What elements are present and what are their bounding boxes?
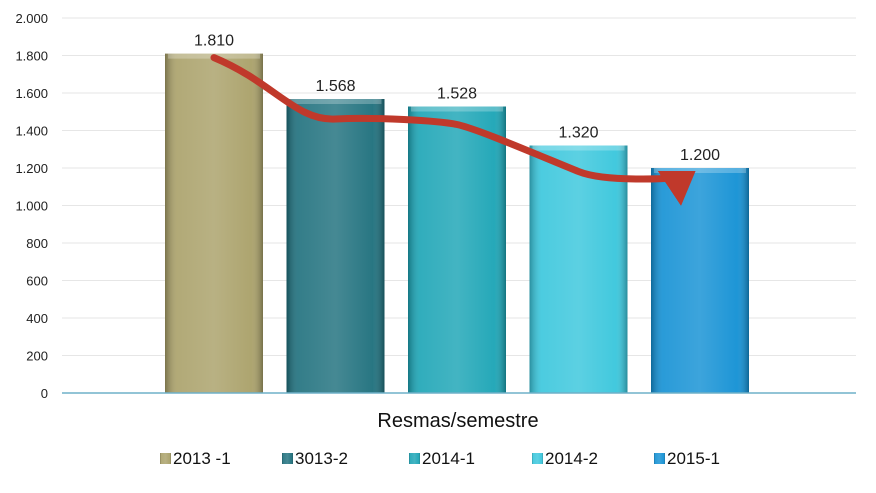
y-tick-label: 800	[26, 236, 48, 251]
trend-arrow	[210, 54, 696, 206]
legend-entry: 2015-1	[654, 449, 720, 468]
y-tick-label: 1.200	[15, 161, 48, 176]
legend-label: 3013-2	[295, 449, 348, 468]
data-labels: 1.810 1.568 1.528 1.320 1.200	[194, 33, 720, 164]
y-tick-label: 1.400	[15, 124, 48, 139]
y-tick-label: 400	[26, 311, 48, 326]
legend-label: 2014-2	[545, 449, 598, 468]
y-tick-label: 0	[41, 386, 48, 401]
data-label: 1.320	[558, 125, 598, 142]
legend-entry: 3013-2	[282, 449, 348, 468]
y-tick-label: 2.000	[15, 11, 48, 26]
bar	[529, 145, 628, 393]
y-tick-label: 200	[26, 349, 48, 364]
legend-entry: 2014-1	[409, 449, 475, 468]
x-axis-label: Resmas/semestre	[377, 410, 538, 432]
legend-entry: 2014-2	[532, 449, 598, 468]
bar	[165, 53, 263, 393]
bar	[651, 168, 749, 393]
bar	[286, 99, 385, 393]
y-tick-label: 1.600	[15, 86, 48, 101]
legend-label: 2015-1	[667, 449, 720, 468]
bar	[408, 106, 506, 393]
legend-label: 2013 -1	[173, 449, 231, 468]
data-label: 1.528	[437, 86, 477, 103]
y-tick-label: 1.000	[15, 199, 48, 214]
bars	[165, 53, 749, 393]
legend-label: 2014-1	[422, 449, 475, 468]
data-label: 1.810	[194, 33, 234, 50]
data-label: 1.568	[315, 78, 355, 95]
legend: 2013 -1 3013-2 2014-1 2014-2 2015-1	[160, 449, 720, 468]
y-tick-label: 600	[26, 274, 48, 289]
y-tick-label: 1.800	[15, 49, 48, 64]
legend-entry: 2013 -1	[160, 449, 231, 468]
y-axis: 0 200 400 600 800 1.000 1.200 1.400 1.600 1.800 2.…	[15, 11, 48, 401]
data-label: 1.200	[680, 147, 720, 164]
